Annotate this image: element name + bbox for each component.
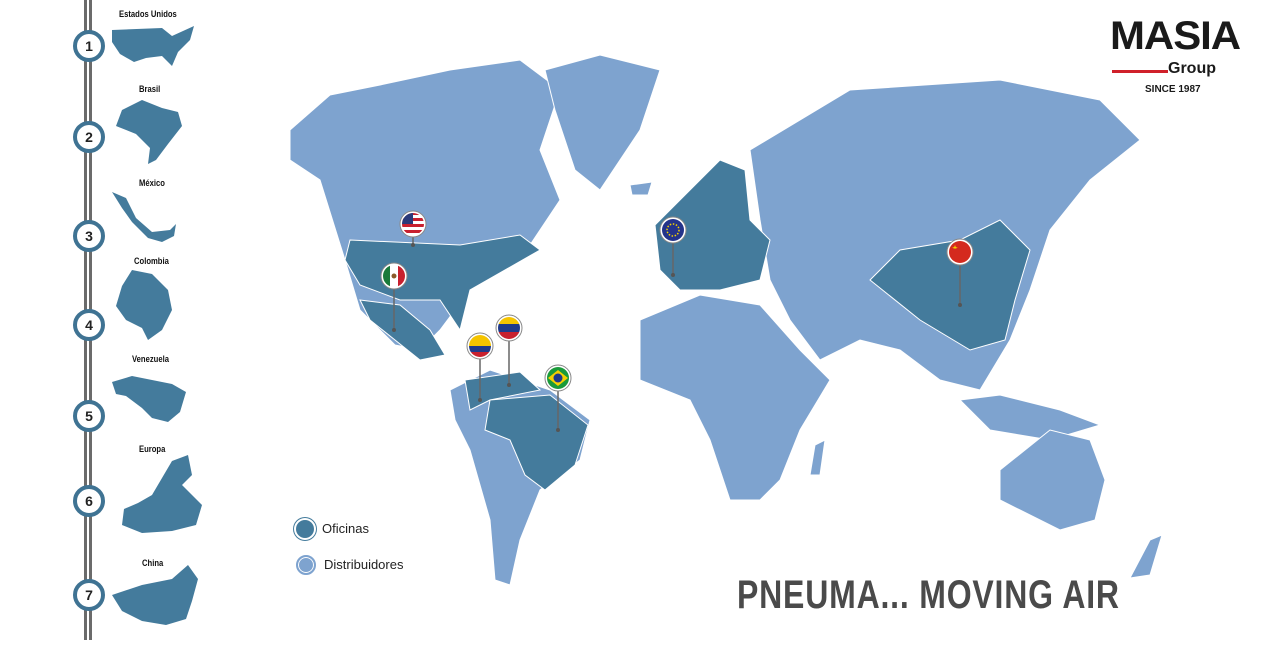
country-silhouette (116, 100, 182, 164)
usa (344, 234, 541, 332)
logo-name: MASIA (1110, 14, 1241, 58)
usa-pin (399, 210, 427, 247)
slogan: PNEUMA... MOVING AIR (737, 573, 1120, 617)
step-3-marker: 3 (73, 220, 105, 252)
step-5-marker: 5 (73, 400, 105, 432)
china-pin (946, 238, 974, 307)
australia (999, 429, 1106, 531)
china (869, 219, 1031, 351)
country-label: Europa (139, 444, 166, 454)
iceland (629, 181, 653, 196)
legend-offices-label: Oficinas (322, 521, 369, 536)
logo-since: SINCE 1987 (1145, 84, 1201, 95)
brazil-pin (544, 364, 572, 432)
colombia-flag-icon (466, 332, 494, 360)
southeast-asia (958, 394, 1102, 441)
venezuela-pin (495, 314, 523, 387)
legend-distributors-label: Distribuidores (324, 557, 404, 572)
mexico-flag-icon (380, 262, 408, 290)
country-label: Venezuela (131, 354, 169, 364)
step-1-marker: 1 (73, 30, 105, 62)
africa (639, 294, 831, 501)
colombia-venezuela (464, 371, 542, 411)
brazil (484, 394, 589, 491)
masia-logo: MASIA Group SINCE 1987 (1110, 16, 1250, 100)
madagascar (809, 439, 826, 476)
step-4-marker: 4 (73, 309, 105, 341)
country-label: Estados Unidos (118, 9, 177, 19)
brazil-flag-icon (544, 364, 572, 392)
greenland (544, 54, 661, 191)
new-zealand (1129, 534, 1163, 579)
offices-swatch-icon (296, 520, 314, 538)
step-7-marker: 7 (73, 579, 105, 611)
europe (654, 159, 771, 291)
eu-flag-icon (659, 216, 687, 244)
legend-distributors: Distribuidores (296, 555, 403, 575)
logo-bar (1112, 70, 1168, 73)
mexico (359, 299, 446, 361)
colombia-pin (466, 332, 494, 402)
logo-sub: Group (1168, 60, 1216, 77)
legend-offices: Oficinas (296, 520, 369, 538)
country-silhouette (122, 455, 202, 533)
country-label: Colombia (134, 256, 170, 266)
china-flag-icon (946, 238, 974, 266)
step-2-marker: 2 (73, 121, 105, 153)
step-6-marker: 6 (73, 485, 105, 517)
country-label: China (142, 558, 164, 568)
country-label: México (139, 178, 166, 188)
north-america (289, 59, 561, 351)
venezuela-flag-icon (495, 314, 523, 342)
usa-flag-icon (399, 210, 427, 238)
country-silhouette (112, 192, 176, 242)
country-label: Brasil (139, 84, 161, 94)
country-silhouette (112, 565, 198, 625)
asia (749, 79, 1141, 391)
distributors-swatch-icon (296, 555, 316, 575)
country-silhouette (116, 270, 172, 340)
country-silhouette (112, 376, 186, 422)
eu-pin (659, 216, 687, 277)
mexico-pin (380, 262, 408, 332)
country-silhouette (112, 26, 194, 66)
